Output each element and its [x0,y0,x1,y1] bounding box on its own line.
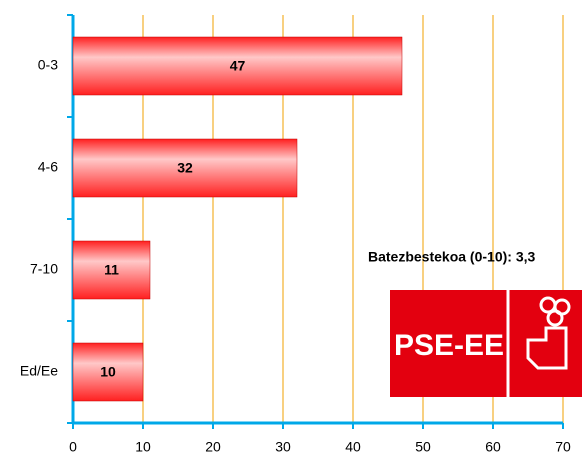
y-tick-label: 4-6 [38,159,58,175]
value-label: 10 [100,364,116,380]
bar [72,342,144,402]
annotation: Batezbestekoa (0-10): 3,3 [368,249,536,265]
x-tick-label: 60 [485,439,501,455]
value-label: 32 [177,160,193,176]
x-tick-label: 30 [275,439,291,455]
x-tick-label: 70 [555,439,571,455]
x-tick-label: 20 [205,439,221,455]
logo-box [390,290,582,397]
bar [72,138,298,198]
y-tick-label: 7-10 [30,261,58,277]
bar [72,36,403,96]
value-label: 11 [104,262,119,278]
logo: PSE-EE [390,290,582,397]
bar [72,240,151,300]
x-tick-label: 10 [135,439,151,455]
logo-icon [526,296,571,370]
value-label: 47 [230,58,246,74]
x-tick-label: 50 [415,439,431,455]
y-tick-label: Ed/Ee [20,363,58,379]
x-tick-label: 0 [69,439,77,455]
y-tick-label: 0-3 [38,57,58,73]
logo-text: PSE-EE [394,329,504,362]
x-tick-label: 40 [345,439,361,455]
